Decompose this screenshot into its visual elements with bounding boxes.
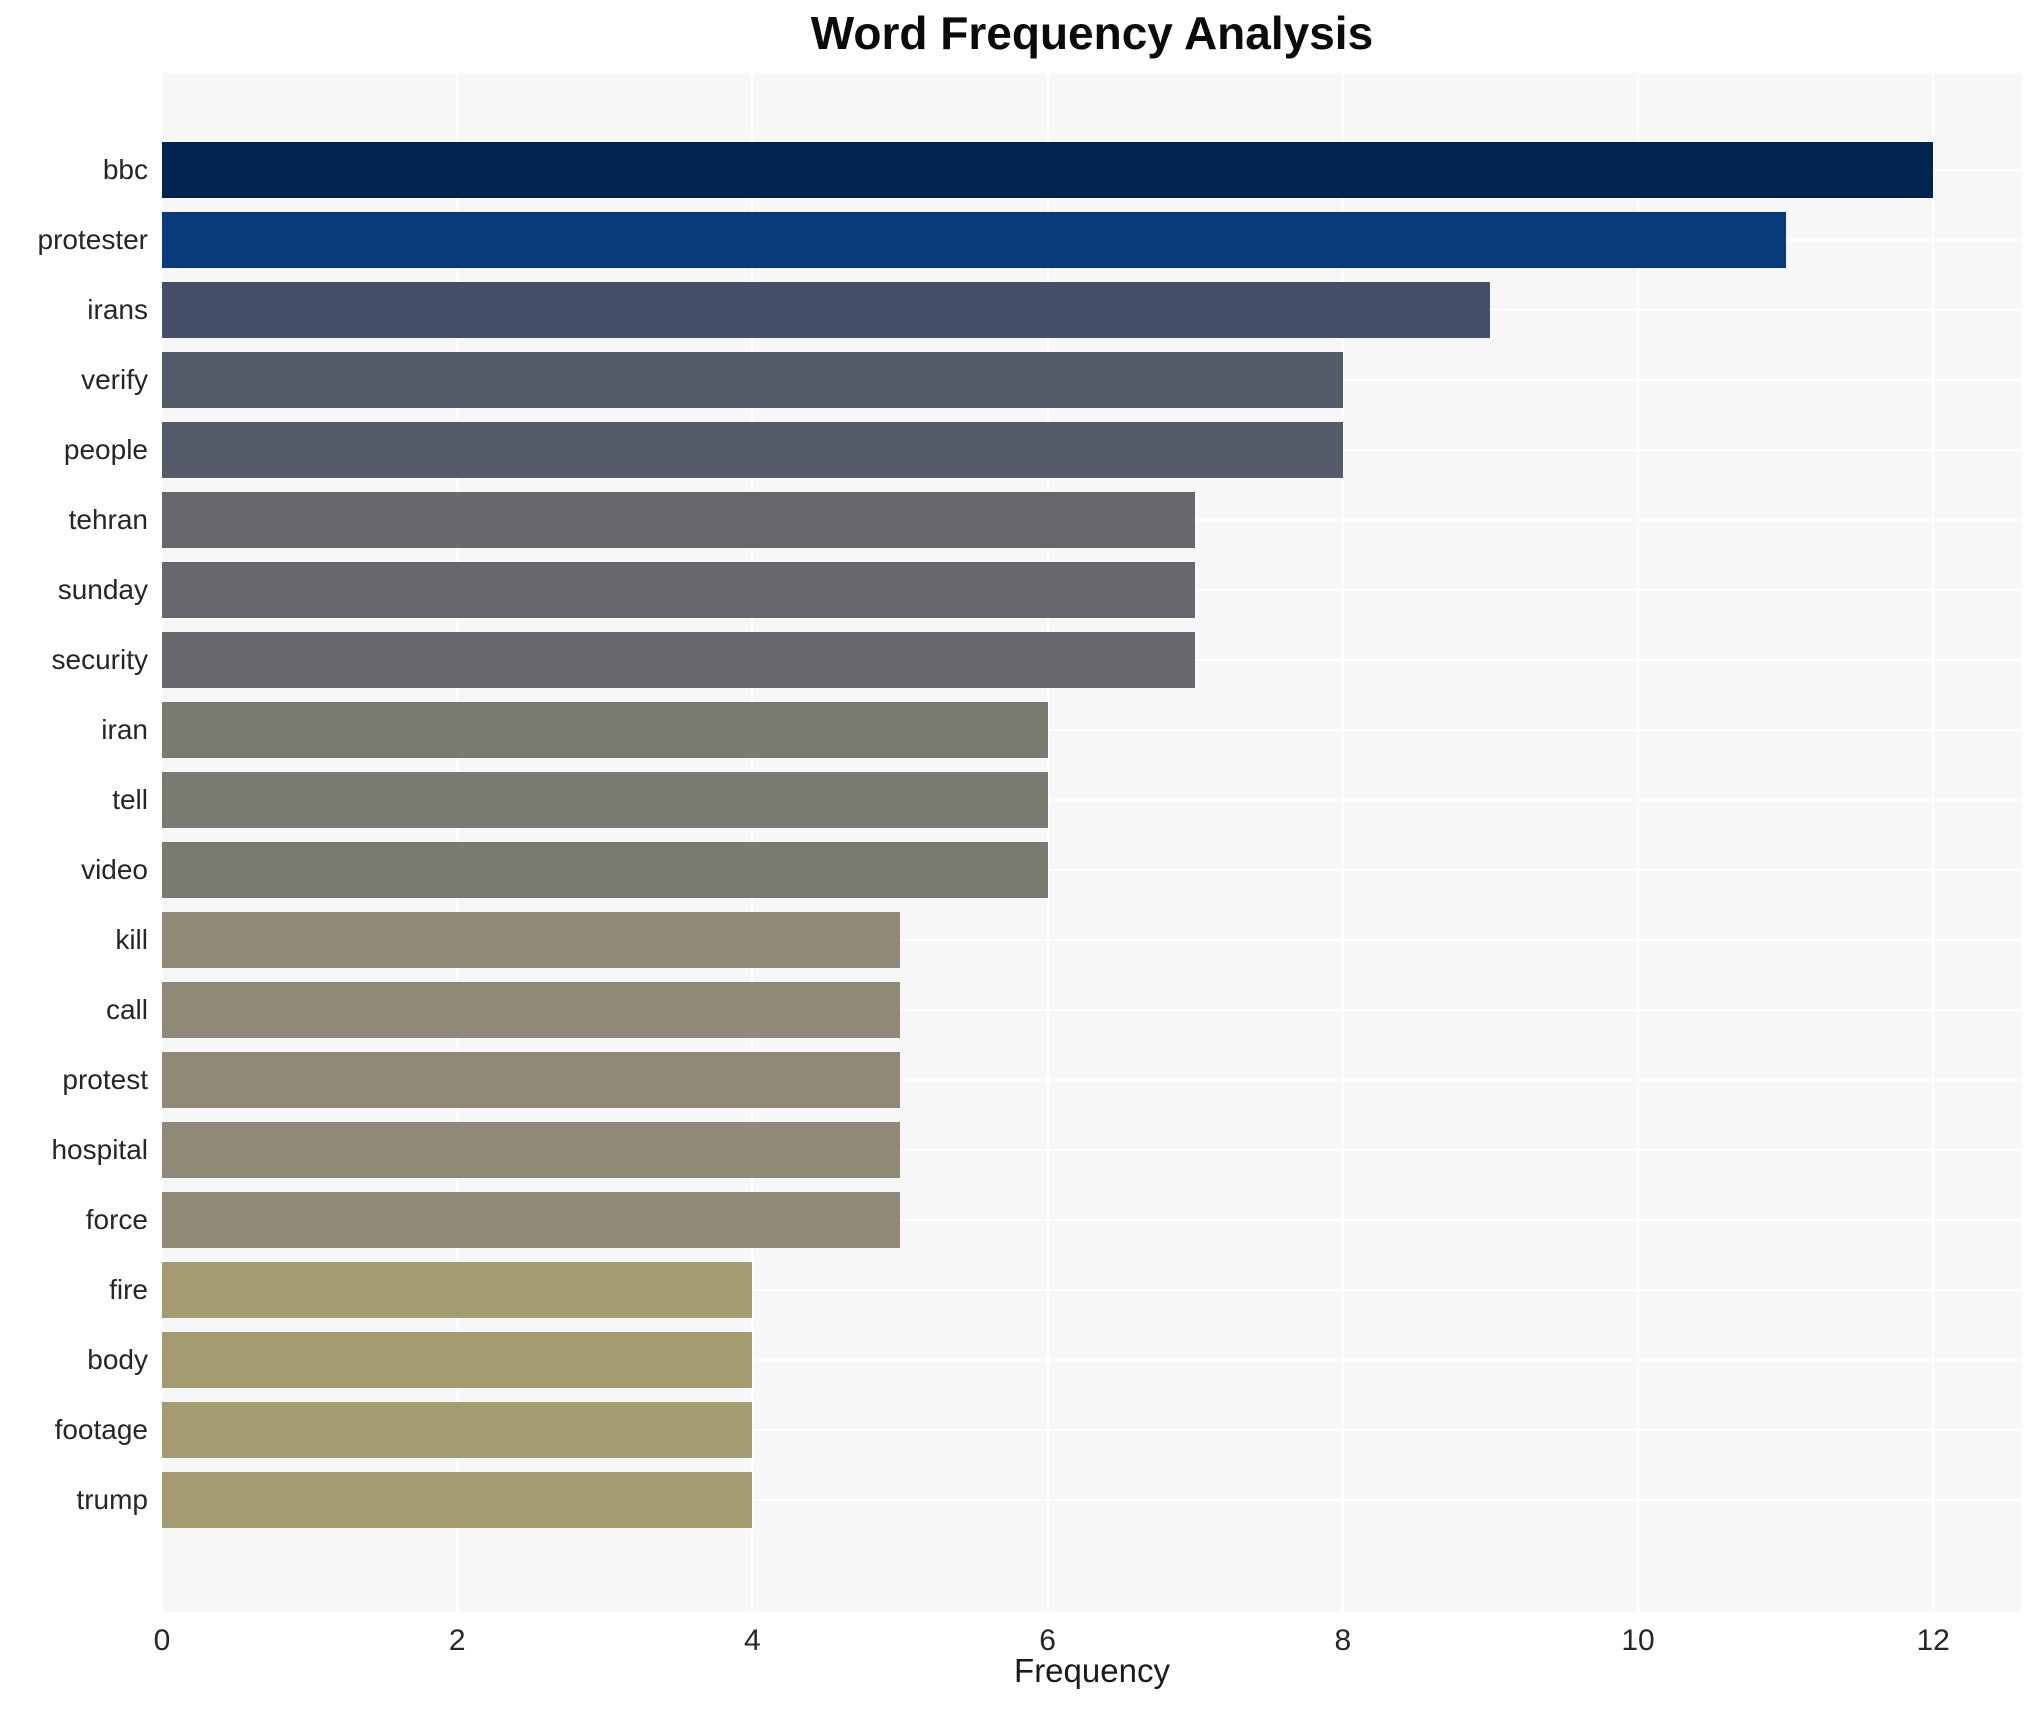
bar-protest <box>162 1052 900 1108</box>
y-tick-label-iran: iran <box>101 714 148 745</box>
bar-security <box>162 632 1196 688</box>
x-tick-label-12: 12 <box>1916 1624 1950 1657</box>
vertical-gridline <box>1046 73 1049 1612</box>
horizontal-gridline <box>162 1079 2022 1081</box>
vertical-gridline <box>1341 73 1344 1612</box>
horizontal-gridline <box>162 1149 2022 1151</box>
bar-video <box>162 842 1048 898</box>
bar-verify <box>162 352 1343 408</box>
horizontal-gridline <box>162 1429 2022 1431</box>
horizontal-gridline <box>162 1359 2022 1361</box>
bar-sunday <box>162 562 1196 618</box>
y-tick-label-trump: trump <box>76 1484 148 1515</box>
x-tick-label-10: 10 <box>1621 1624 1655 1657</box>
y-tick-label-tell: tell <box>112 784 148 815</box>
y-tick-label-bbc: bbc <box>102 154 148 185</box>
bar-irans <box>162 282 1491 338</box>
bar-tehran <box>162 492 1196 548</box>
bar-tell <box>162 772 1048 828</box>
y-tick-label-sunday: sunday <box>57 574 148 605</box>
y-tick-label-irans: irans <box>87 294 148 325</box>
horizontal-gridline <box>162 1289 2022 1291</box>
vertical-gridline <box>1637 73 1639 1612</box>
y-tick-label-verify: verify <box>81 364 148 395</box>
y-tick-label-fire: fire <box>109 1274 148 1305</box>
y-tick-label-body: body <box>87 1344 148 1375</box>
horizontal-gridline <box>162 1009 2022 1011</box>
chart-title: Word Frequency Analysis <box>810 7 1374 59</box>
bar-fire <box>162 1262 753 1318</box>
bar-force <box>162 1192 900 1248</box>
plot-area <box>161 73 2022 1612</box>
y-tick-label-hospital: hospital <box>51 1134 148 1165</box>
x-tick-label-4: 4 <box>744 1624 761 1657</box>
bar-iran <box>162 702 1048 758</box>
bar-footage <box>162 1402 753 1458</box>
horizontal-gridline <box>162 1499 2022 1501</box>
y-tick-label-video: video <box>81 854 148 885</box>
bar-call <box>162 982 900 1038</box>
y-tick-label-people: people <box>63 434 148 465</box>
bar-people <box>162 422 1343 478</box>
y-tick-label-call: call <box>105 994 148 1025</box>
x-tick-label-8: 8 <box>1334 1624 1352 1657</box>
y-tick-label-force: force <box>85 1204 148 1235</box>
vertical-gridline <box>1932 73 1935 1612</box>
bar-trump <box>162 1472 753 1528</box>
x-tick-label-0: 0 <box>153 1624 171 1657</box>
bar-kill <box>162 912 900 968</box>
y-tick-label-security: security <box>51 644 148 675</box>
x-tick-label-2: 2 <box>448 1624 466 1657</box>
horizontal-gridline <box>162 1219 2022 1221</box>
horizontal-gridline <box>162 939 2022 941</box>
horizontal-gridline <box>162 729 2022 731</box>
y-tick-label-tehran: tehran <box>68 504 148 535</box>
bar-hospital <box>162 1122 900 1178</box>
horizontal-gridline <box>162 869 2022 871</box>
x-tick-label-6: 6 <box>1039 1624 1056 1657</box>
y-tick-label-kill: kill <box>115 924 148 955</box>
bar-bbc <box>162 142 1934 198</box>
bar-body <box>162 1332 753 1388</box>
y-tick-label-protest: protest <box>62 1064 148 1095</box>
bar-protester <box>162 212 1786 268</box>
horizontal-gridline <box>162 799 2022 801</box>
x-axis-label: Frequency <box>1014 1652 1170 1689</box>
y-tick-label-footage: footage <box>54 1414 148 1445</box>
y-tick-label-protester: protester <box>37 224 149 255</box>
